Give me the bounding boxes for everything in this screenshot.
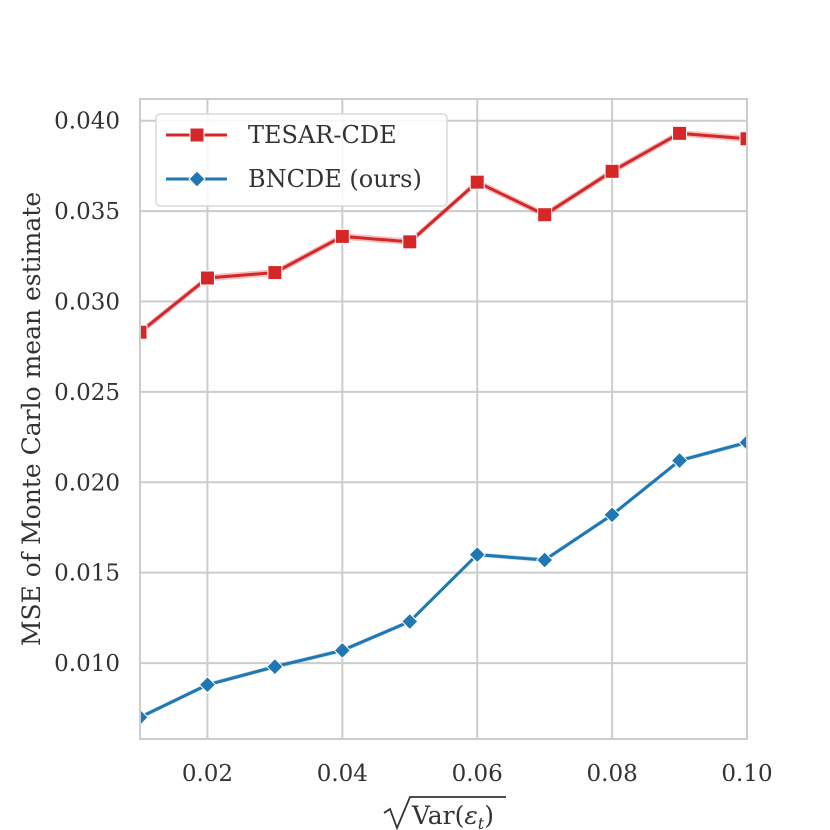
data-point-tesar-cde	[469, 174, 485, 190]
x-tick-label: 0.10	[721, 761, 772, 787]
y-tick-label: 0.030	[54, 289, 120, 315]
data-point-bncde-ours	[198, 676, 217, 694]
y-tick-label: 0.025	[54, 380, 120, 406]
data-point-tesar-cde	[604, 163, 620, 179]
y-tick-labels: 0.010 0.015 0.020 0.025 0.030 0.035 0.040	[54, 109, 120, 677]
data-point-tesar-cde	[267, 265, 283, 281]
data-point-tesar-cde	[199, 270, 215, 286]
plot-frame	[139, 98, 748, 740]
x-tick-label: 0.04	[317, 761, 368, 787]
legend-marker-bncde	[188, 170, 206, 188]
series-line-bncde-ours	[140, 441, 747, 719]
legend-label-bncde: BNCDE (ours)	[248, 165, 422, 193]
data-point-bncde-ours	[670, 451, 689, 470]
data-point-tesar-cde	[140, 324, 148, 340]
legend-item-bncde: BNCDE (ours)	[166, 165, 422, 193]
data-point-tesar-cde	[402, 234, 418, 250]
y-tick-label: 0.020	[54, 470, 120, 496]
data-point-bncde-ours	[468, 545, 486, 564]
data-point-bncde-ours	[140, 708, 149, 727]
svg-text:Var(εt): Var(εt)	[411, 801, 494, 830]
data-point-bncde-ours	[603, 506, 621, 524]
data-point-bncde-ours	[333, 641, 352, 660]
legend-marker-tesar-cde	[189, 127, 205, 143]
series-layer	[140, 125, 747, 727]
legend-box	[155, 113, 448, 207]
y-tick-label: 0.040	[54, 109, 120, 135]
x-tick-label: 0.02	[182, 761, 233, 787]
x-tick-label: 0.08	[587, 761, 638, 787]
data-point-tesar-cde	[739, 131, 747, 147]
data-point-bncde-ours	[535, 551, 554, 569]
legend-label-tesar-cde: TESAR-CDE	[248, 121, 397, 149]
x-tick-labels: 0.02 0.04 0.06 0.08 0.10	[182, 761, 773, 787]
legend: TESAR-CDE BNCDE (ours)	[155, 113, 448, 207]
x-axis-label: Var(εt)	[383, 796, 506, 830]
data-point-tesar-cde	[672, 125, 688, 141]
data-point-tesar-cde	[537, 207, 553, 223]
legend-item-tesar-cde: TESAR-CDE	[166, 121, 397, 149]
data-point-bncde-ours	[266, 657, 284, 676]
data-point-bncde-ours	[401, 612, 419, 631]
data-point-tesar-cde	[334, 228, 350, 244]
x-tick-label: 0.06	[452, 761, 503, 787]
y-axis-label: MSE of Monte Carlo mean estimate	[17, 192, 46, 646]
y-tick-label: 0.035	[54, 199, 120, 225]
y-tick-label: 0.010	[54, 651, 120, 677]
sqrt-sign	[383, 796, 506, 830]
data-point-bncde-ours	[738, 433, 747, 452]
y-tick-label: 0.015	[54, 561, 120, 587]
series-line-tesar-cde	[140, 131, 747, 334]
